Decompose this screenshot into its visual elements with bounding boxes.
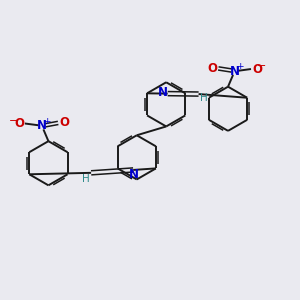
Text: −: − bbox=[257, 61, 267, 71]
Text: O: O bbox=[252, 62, 262, 76]
Text: N: N bbox=[158, 85, 168, 99]
Text: −: − bbox=[9, 116, 18, 126]
Text: O: O bbox=[59, 116, 69, 129]
Text: O: O bbox=[14, 117, 24, 130]
Text: +: + bbox=[44, 117, 51, 126]
Text: N: N bbox=[129, 169, 139, 182]
Text: N: N bbox=[37, 119, 47, 132]
Text: N: N bbox=[230, 65, 239, 78]
Text: +: + bbox=[236, 62, 244, 71]
Text: H: H bbox=[82, 174, 90, 184]
Text: O: O bbox=[207, 62, 218, 75]
Text: H: H bbox=[200, 94, 208, 103]
